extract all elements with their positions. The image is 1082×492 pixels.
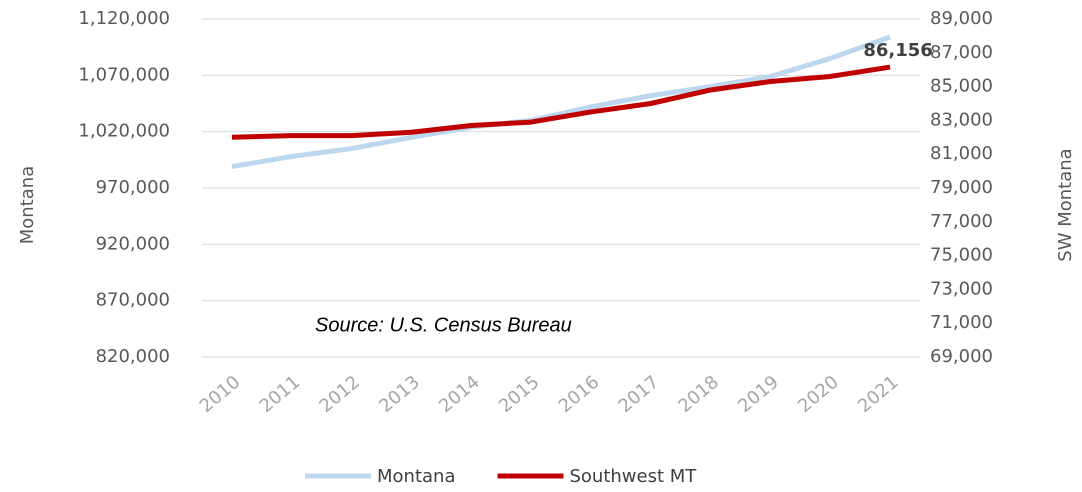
y-axis-label: Montana xyxy=(17,166,38,244)
legend-label: Southwest MT xyxy=(569,466,697,487)
x-tick-label: 2018 xyxy=(674,372,723,418)
data-label: 86,156 xyxy=(863,40,932,61)
x-tick-label: 2021 xyxy=(854,372,903,418)
y-tick-label: 920,000 xyxy=(96,233,170,254)
x-tick-label: 2020 xyxy=(794,372,843,418)
y2-axis-label: SW Montana xyxy=(1055,148,1076,261)
x-tick-label: 2010 xyxy=(196,372,245,418)
annotation: Source: U.S. Census Bureau xyxy=(315,314,572,336)
line-series xyxy=(231,34,891,170)
x-tick-label: 2015 xyxy=(495,372,544,418)
x-tick-label: 2016 xyxy=(555,372,604,418)
x-tick-label: 2014 xyxy=(435,372,484,418)
x-tick-label: 2011 xyxy=(256,372,305,418)
x-tick-label: 2017 xyxy=(615,372,664,418)
y2-tick-label: 87,000 xyxy=(930,42,993,63)
y2-tick-label: 73,000 xyxy=(930,278,993,299)
y-tick-label: 1,070,000 xyxy=(78,64,170,85)
y2-tick-label: 89,000 xyxy=(930,8,993,29)
y-tick-label: 820,000 xyxy=(96,346,170,367)
y-tick-label: 1,020,000 xyxy=(78,121,170,142)
y2-tick-label: 79,000 xyxy=(930,177,993,198)
line-series xyxy=(231,64,891,140)
y2-tick-label: 69,000 xyxy=(930,346,993,367)
x-tick-label: 2019 xyxy=(734,372,783,418)
y2-tick-label: 85,000 xyxy=(930,76,993,97)
y2-tick-label: 81,000 xyxy=(930,143,993,164)
legend-label: Montana xyxy=(377,466,455,487)
y2-tick-label: 83,000 xyxy=(930,109,993,130)
x-tick-label: 2013 xyxy=(375,372,424,418)
y-tick-label: 1,120,000 xyxy=(78,8,170,29)
y2-tick-label: 77,000 xyxy=(930,211,993,232)
y-tick-label: 970,000 xyxy=(96,177,170,198)
y-tick-label: 870,000 xyxy=(96,290,170,311)
x-tick-label: 2012 xyxy=(315,372,364,418)
y2-tick-label: 71,000 xyxy=(930,312,993,333)
y2-tick-label: 75,000 xyxy=(930,245,993,266)
